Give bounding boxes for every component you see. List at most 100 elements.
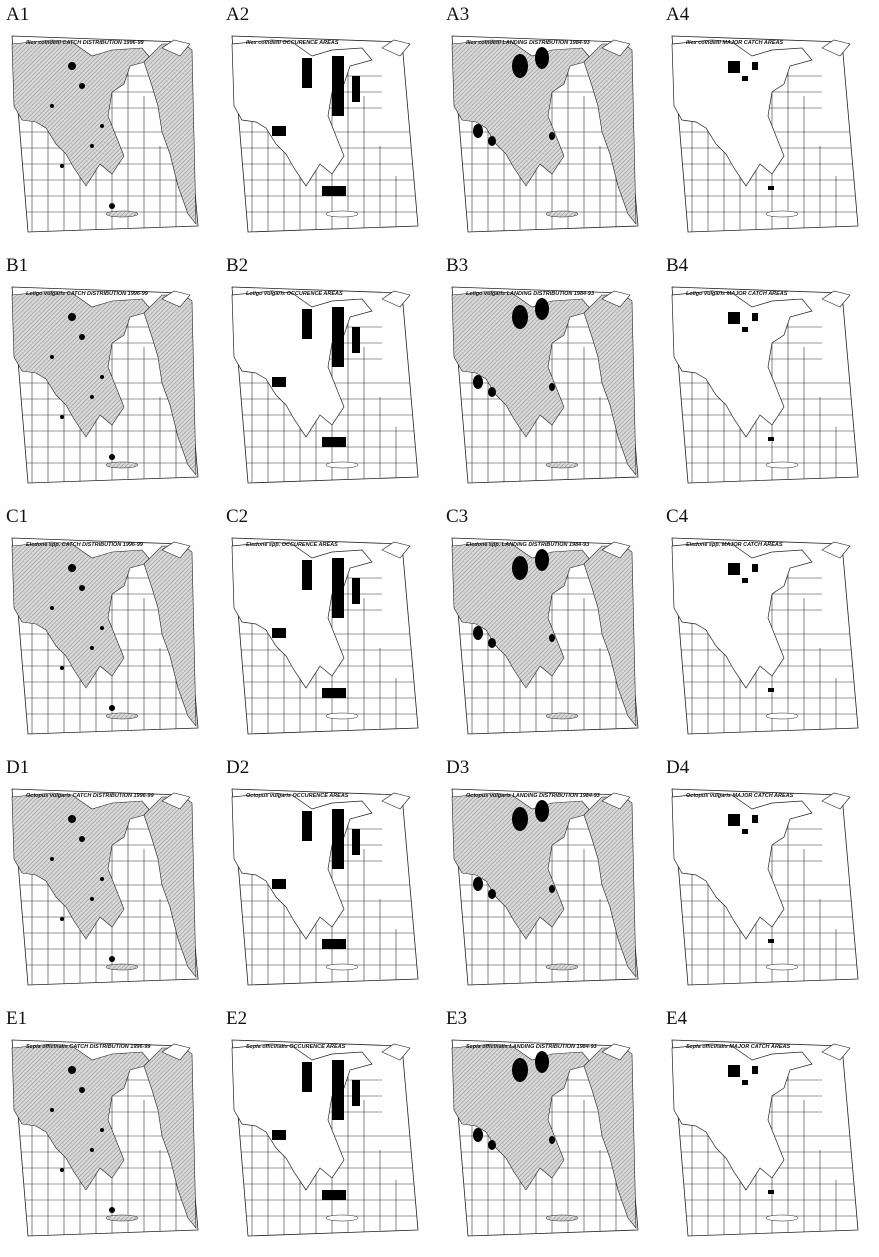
catch-dot <box>68 313 76 321</box>
catch-dot <box>79 585 85 591</box>
catch-dot <box>79 1087 85 1093</box>
panel-label: A4 <box>666 4 690 25</box>
panel-label: C2 <box>226 506 248 527</box>
catch-dot <box>50 857 54 861</box>
landing-circle <box>488 889 496 899</box>
panel-title: Sepia officinalis OCCURENCE AREAS <box>246 1044 346 1050</box>
map-outline <box>232 789 422 989</box>
landing-circle <box>535 47 549 69</box>
catch-dot <box>50 1108 54 1112</box>
map-outline <box>12 36 202 236</box>
map <box>232 789 422 989</box>
panel-label: E4 <box>666 1008 688 1029</box>
landing-circle <box>549 132 555 140</box>
panel-label: B1 <box>6 255 28 276</box>
panel-label: E3 <box>446 1008 467 1029</box>
major-catch-area <box>728 61 740 73</box>
map <box>452 1040 642 1240</box>
panel-title: Illex coindetii MAJOR CATCH AREAS <box>686 40 784 46</box>
catch-dot <box>79 83 85 89</box>
catch-dot <box>50 355 54 359</box>
catch-dot <box>100 124 104 128</box>
major-catch-area <box>742 327 748 332</box>
catch-dot <box>90 144 94 148</box>
occurrence-area <box>272 126 286 136</box>
landing-circle <box>473 1128 483 1142</box>
landing-circle <box>549 885 555 893</box>
major-catch-area <box>728 563 740 575</box>
map <box>672 538 862 738</box>
map <box>452 789 642 989</box>
occurrence-area <box>272 628 286 638</box>
catch-dot <box>50 606 54 610</box>
occurrence-area <box>352 578 360 604</box>
landing-circle <box>512 54 528 78</box>
map-outline <box>672 36 862 236</box>
major-catch-area <box>768 1190 774 1194</box>
major-catch-area <box>768 939 774 943</box>
map-panel: A4 Illex coindetii MAJOR CATCH AREAS <box>666 4 862 236</box>
panel-title: Octopus vulgaris MAJOR CATCH AREAS <box>686 793 794 799</box>
catch-dot <box>100 877 104 881</box>
landing-circle <box>549 634 555 642</box>
map <box>452 538 642 738</box>
panel-label: E2 <box>226 1008 247 1029</box>
map <box>12 1040 202 1240</box>
occurrence-area <box>322 186 346 196</box>
occurrence-area <box>302 1062 312 1092</box>
catch-dot <box>79 836 85 842</box>
major-catch-area <box>742 76 748 81</box>
panel-title: Illex coindetii LANDING DISTRIBUTION 198… <box>466 40 590 46</box>
occurrence-area <box>352 829 360 855</box>
landing-circle <box>473 877 483 891</box>
panel-title: Octopus vulgaris OCCURENCE AREAS <box>246 793 349 799</box>
map <box>452 287 642 487</box>
map-panel: B1 Loligo vulgaris CATCH DISTRIBUTION 199… <box>6 255 202 487</box>
landing-circle <box>512 556 528 580</box>
occurrence-area <box>302 58 312 88</box>
panel-label: B3 <box>446 255 468 276</box>
catch-dot <box>60 164 64 168</box>
map <box>672 36 862 236</box>
map <box>232 36 422 236</box>
landing-circle <box>473 375 483 389</box>
catch-dot <box>109 454 115 460</box>
panel-label: A2 <box>226 4 249 25</box>
occurrence-area <box>332 809 344 869</box>
panel-label: C4 <box>666 506 689 527</box>
panel-label: E1 <box>6 1008 27 1029</box>
occurrence-area <box>272 1130 286 1140</box>
major-catch-area <box>752 564 758 572</box>
map-outline <box>232 36 422 236</box>
panel-title: Eledone spp. CATCH DISTRIBUTION 1996-99 <box>26 542 144 548</box>
catch-dot <box>68 815 76 823</box>
map <box>12 287 202 487</box>
occurrence-area <box>322 1190 346 1200</box>
occurrence-area <box>332 558 344 618</box>
catch-dot <box>60 917 64 921</box>
figure: A1Illex coindetii CATCH DISTRIBUTION 199… <box>0 0 879 1257</box>
panel-title: Loligo vulgaris CATCH DISTRIBUTION 1996-… <box>26 291 149 297</box>
major-catch-area <box>742 829 748 834</box>
panel-title: Illex coindetii CATCH DISTRIBUTION 1996-… <box>26 40 145 46</box>
map <box>232 538 422 738</box>
catch-dot <box>79 334 85 340</box>
occurrence-area <box>322 939 346 949</box>
map-panel: E2 Sepia officinalis OCCURENCE AREAS <box>226 1008 422 1240</box>
catch-dot <box>68 62 76 70</box>
major-catch-area <box>728 814 740 826</box>
landing-circle <box>512 807 528 831</box>
major-catch-area <box>728 1065 740 1077</box>
major-catch-area <box>752 313 758 321</box>
landing-circle <box>473 626 483 640</box>
